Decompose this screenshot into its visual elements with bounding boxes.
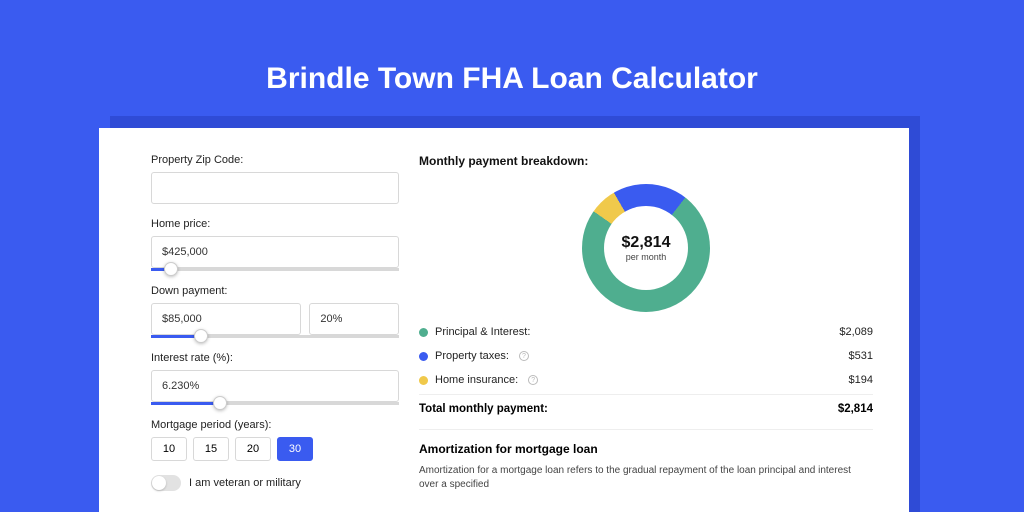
legend-label: Principal & Interest: — [435, 326, 530, 338]
breakdown-column: Monthly payment breakdown: $2,814 per mo… — [419, 154, 873, 512]
donut-subtitle: per month — [626, 252, 667, 262]
info-icon[interactable]: ? — [519, 351, 529, 361]
calculator-card: Property Zip Code: Home price: Down paym… — [99, 128, 909, 512]
legend-dot-icon — [419, 376, 428, 385]
interest-rate-input[interactable] — [151, 370, 399, 402]
home-price-field: Home price: — [151, 218, 399, 271]
legend-label: Property taxes: — [435, 350, 509, 362]
legend-left: Property taxes:? — [419, 350, 529, 362]
mortgage-period-option-10[interactable]: 10 — [151, 437, 187, 461]
legend-label: Home insurance: — [435, 374, 518, 386]
legend-value: $2,089 — [839, 326, 873, 338]
donut-wrap: $2,814 per month — [419, 178, 873, 320]
form-column: Property Zip Code: Home price: Down paym… — [151, 154, 399, 512]
breakdown-title: Monthly payment breakdown: — [419, 154, 873, 168]
legend-dot-icon — [419, 352, 428, 361]
home-price-slider-thumb[interactable] — [164, 262, 178, 276]
interest-rate-slider-fill — [151, 402, 220, 405]
legend-dot-icon — [419, 328, 428, 337]
mortgage-period-option-15[interactable]: 15 — [193, 437, 229, 461]
veteran-row: I am veteran or military — [151, 475, 399, 491]
legend-value: $194 — [849, 374, 873, 386]
page-title: Brindle Town FHA Loan Calculator — [0, 0, 1024, 96]
total-row: Total monthly payment: $2,814 — [419, 394, 873, 425]
mortgage-period-field: Mortgage period (years): 10152030 — [151, 419, 399, 461]
amortization-text: Amortization for a mortgage loan refers … — [419, 464, 873, 492]
interest-rate-label: Interest rate (%): — [151, 352, 399, 364]
zip-field: Property Zip Code: — [151, 154, 399, 204]
down-payment-percent-input[interactable] — [309, 303, 399, 335]
mortgage-period-option-30[interactable]: 30 — [277, 437, 313, 461]
down-payment-label: Down payment: — [151, 285, 399, 297]
legend-row: Property taxes:? $531 — [419, 344, 873, 368]
mortgage-period-option-20[interactable]: 20 — [235, 437, 271, 461]
total-value: $2,814 — [838, 403, 873, 415]
home-price-slider[interactable] — [151, 268, 399, 271]
down-payment-amount-input[interactable] — [151, 303, 301, 335]
legend-row: Home insurance:? $194 — [419, 368, 873, 392]
divider — [419, 429, 873, 430]
legend-value: $531 — [849, 350, 873, 362]
total-label: Total monthly payment: — [419, 403, 548, 415]
zip-label: Property Zip Code: — [151, 154, 399, 166]
mortgage-period-label: Mortgage period (years): — [151, 419, 399, 431]
home-price-label: Home price: — [151, 218, 399, 230]
down-payment-field: Down payment: — [151, 285, 399, 338]
mortgage-period-pills: 10152030 — [151, 437, 399, 461]
down-payment-slider[interactable] — [151, 335, 399, 338]
veteran-toggle[interactable] — [151, 475, 181, 491]
legend-row: Principal & Interest: $2,089 — [419, 320, 873, 344]
amortization-title: Amortization for mortgage loan — [419, 442, 873, 456]
zip-input[interactable] — [151, 172, 399, 204]
page-background: Brindle Town FHA Loan Calculator Propert… — [0, 0, 1024, 512]
donut-chart: $2,814 per month — [582, 184, 710, 312]
down-payment-slider-thumb[interactable] — [194, 329, 208, 343]
interest-rate-slider[interactable] — [151, 402, 399, 405]
legend-left: Principal & Interest: — [419, 326, 530, 338]
interest-rate-field: Interest rate (%): — [151, 352, 399, 405]
veteran-label: I am veteran or military — [189, 477, 301, 489]
legend-left: Home insurance:? — [419, 374, 538, 386]
legend: Principal & Interest: $2,089 Property taxe… — [419, 320, 873, 392]
home-price-input[interactable] — [151, 236, 399, 268]
donut-amount: $2,814 — [622, 234, 671, 252]
info-icon[interactable]: ? — [528, 375, 538, 385]
donut-center: $2,814 per month — [604, 206, 688, 290]
interest-rate-slider-thumb[interactable] — [213, 396, 227, 410]
